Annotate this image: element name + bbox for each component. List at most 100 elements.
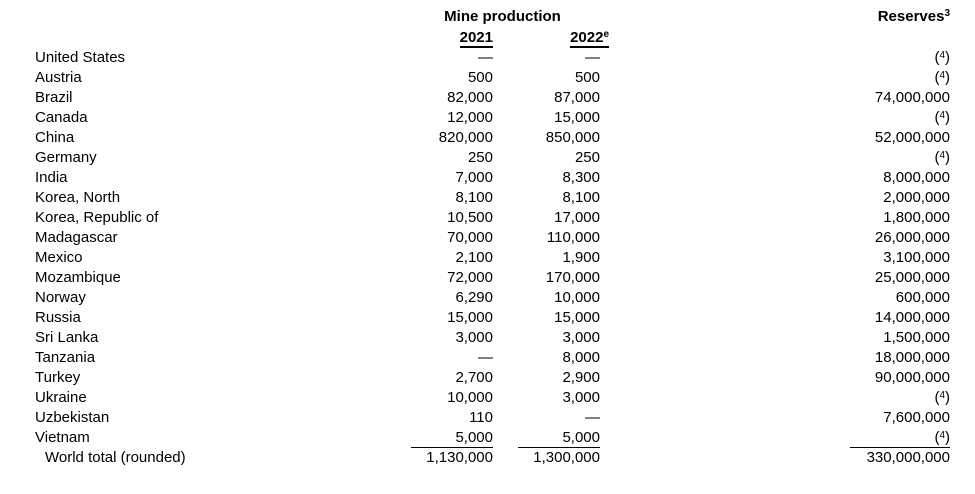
table-row: Germany 250 250 (4) [0, 148, 975, 168]
year-2021-header: 2021 [375, 27, 493, 48]
table-row: Mexico 2,100 1,900 3,100,000 [0, 248, 975, 268]
reserves-value: 7,600,000 [883, 409, 950, 426]
prod-2022-value: 8,100 [562, 189, 600, 206]
mine-production-reserves-table: Mine production Reserves3 2021 2022e Uni… [0, 6, 975, 468]
prod-2021-value: 110 [469, 409, 493, 426]
table-row: Norway 6,290 10,000 600,000 [0, 288, 975, 308]
table-row: Korea, North 8,100 8,100 2,000,000 [0, 188, 975, 208]
prod-2021-value: 6,290 [455, 289, 493, 306]
table-row: Russia 15,000 15,000 14,000,000 [0, 308, 975, 328]
world-total-label: World total (rounded) [45, 449, 186, 466]
year-2022-label: 2022 [570, 29, 604, 46]
prod-2021-value: 3,000 [455, 329, 493, 346]
country-name: Mexico [35, 249, 83, 266]
header-spacer [0, 6, 375, 27]
prod-2022-value: — [585, 49, 600, 66]
country-name: Norway [35, 289, 86, 306]
prod-2021-value: — [478, 49, 493, 66]
year-2022-estimate-superscript: e [603, 29, 609, 40]
table-row: Brazil 82,000 87,000 74,000,000 [0, 88, 975, 108]
table-row: Mozambique 72,000 170,000 25,000,000 [0, 268, 975, 288]
reserves-header: Reserves3 [600, 6, 975, 27]
country-name: Russia [35, 309, 81, 326]
prod-2022-value: 110,000 [546, 229, 600, 246]
prod-2022-value: 8,300 [562, 169, 600, 186]
country-name: Uzbekistan [35, 409, 110, 426]
prod-2022-value: 87,000 [554, 89, 600, 106]
country-name: United States [35, 49, 126, 66]
world-total-row: World total (rounded) 1,130,000 1,300,000 3… [0, 448, 975, 468]
prod-2021-value: 7,000 [455, 169, 493, 186]
reserves-value: 3,100,000 [883, 249, 950, 266]
country-name: India [35, 169, 68, 186]
prod-2022-value: 3,000 [562, 329, 600, 346]
prod-2022-value: 170,000 [545, 269, 600, 286]
prod-2022-value: 10,000 [554, 289, 600, 306]
reserves-value: (4) [600, 428, 975, 448]
prod-2021-value: 2,100 [455, 249, 493, 266]
reserves-value: 74,000,000 [874, 89, 950, 106]
reserves-value: (4) [934, 109, 950, 126]
reserves-footnote-superscript: 3 [944, 8, 950, 19]
reserves-value: 1,500,000 [883, 329, 950, 346]
table-row: Korea, Republic of 10,500 17,000 1,800,000 [0, 208, 975, 228]
prod-2021-value: — [478, 349, 493, 366]
table-row: Tanzania — 8,000 18,000,000 [0, 348, 975, 368]
prod-2021-value: 82,000 [447, 89, 493, 106]
reserves-value: (4) [934, 149, 950, 166]
world-total-reserves: 330,000,000 [866, 449, 950, 466]
prod-2021-value: 12,000 [447, 109, 493, 126]
table-row: Uzbekistan 110 — 7,600,000 [0, 408, 975, 428]
prod-2022-value: 5,000 [493, 428, 600, 448]
prod-2022-value: 3,000 [562, 389, 600, 406]
reserves-value: 8,000,000 [883, 169, 950, 186]
prod-2021-value: 820,000 [438, 129, 493, 146]
prod-2021-value: 2,700 [455, 369, 493, 386]
country-name: Germany [35, 149, 97, 166]
reserves-value: 14,000,000 [874, 309, 950, 326]
table-row: Austria 500 500 (4) [0, 68, 975, 88]
prod-2021-value: 8,100 [455, 189, 493, 206]
country-name: Austria [35, 69, 82, 86]
country-name: Korea, Republic of [35, 209, 159, 226]
prod-2021-value: 500 [467, 69, 493, 86]
prod-2022-value: 17,000 [554, 209, 600, 226]
reserves-value: 18,000,000 [874, 349, 950, 366]
reserves-value: 25,000,000 [874, 269, 950, 286]
prod-2022-value: 500 [574, 69, 600, 86]
country-name: Madagascar [35, 229, 118, 246]
country-name: Tanzania [35, 349, 96, 366]
header-spacer [0, 27, 375, 48]
year-2021-label: 2021 [459, 29, 493, 48]
reserves-value: 26,000,000 [874, 229, 950, 246]
reserves-value: 1,800,000 [883, 209, 950, 226]
prod-2021-value: 10,000 [447, 389, 493, 406]
reserves-header-label: Reserves [877, 8, 945, 25]
reserves-value: 2,000,000 [883, 189, 950, 206]
prod-2022-value: 250 [574, 149, 600, 166]
table-row: Ukraine 10,000 3,000 (4) [0, 388, 975, 408]
prod-2021-value: 10,500 [447, 209, 493, 226]
country-name: Mozambique [35, 269, 121, 286]
prod-2021-value: 72,000 [447, 269, 493, 286]
reserves-value: (4) [934, 389, 950, 406]
country-name: China [35, 129, 75, 146]
table-row: China 820,000 850,000 52,000,000 [0, 128, 975, 148]
table-header: Mine production Reserves3 2021 2022e [0, 6, 975, 48]
prod-2022-value: 15,000 [554, 309, 600, 326]
prod-2021-value: 70,000 [447, 229, 493, 246]
country-name: Turkey [35, 369, 81, 386]
prod-2022-value: 8,000 [562, 349, 600, 366]
prod-2021-value: 5,000 [375, 428, 493, 448]
reserves-value: (4) [934, 69, 950, 86]
table-row: United States — — (4) [0, 48, 975, 68]
world-total-2021: 1,130,000 [426, 449, 493, 466]
table-row: Madagascar 70,000 110,000 26,000,000 [0, 228, 975, 248]
table-row: Vietnam 5,000 5,000 (4) [0, 428, 975, 448]
prod-2022-value: — [585, 409, 600, 426]
prod-2022-value: 15,000 [554, 109, 600, 126]
table-row: Sri Lanka 3,000 3,000 1,500,000 [0, 328, 975, 348]
country-name: Sri Lanka [35, 329, 99, 346]
table-body: United States — — (4) Austria 500 500 (4) Brazil… [0, 48, 975, 468]
mine-production-header: Mine production [444, 8, 561, 25]
